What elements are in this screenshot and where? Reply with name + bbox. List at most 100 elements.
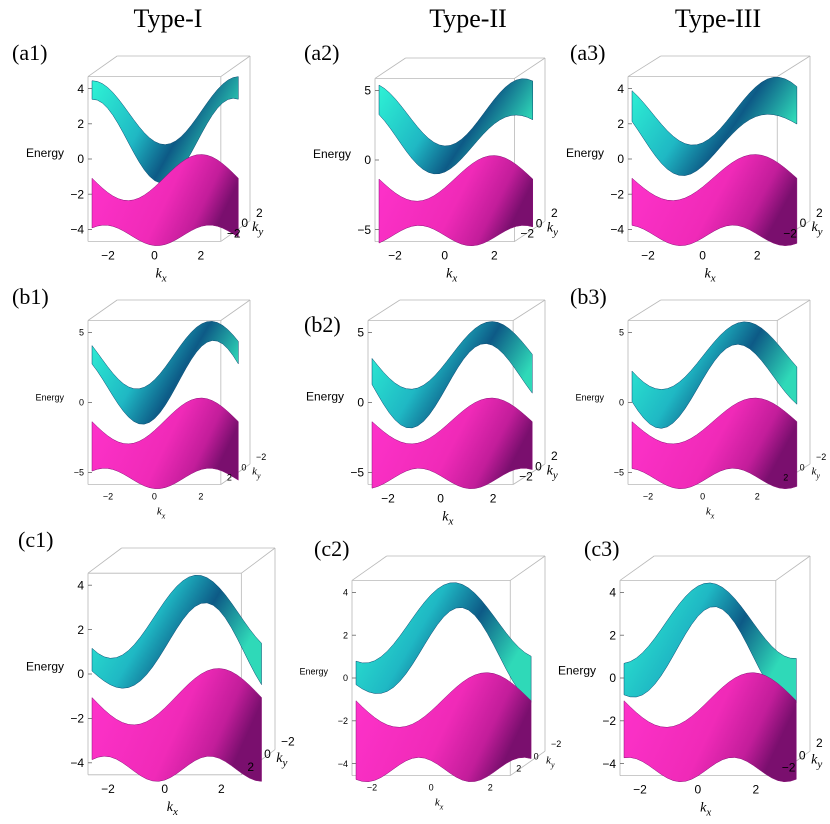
x-axis-label: kx: [446, 267, 457, 285]
x-axis-subscript: x: [161, 512, 166, 521]
y-tick-label: 2: [816, 736, 823, 750]
y-axis-subscript: y: [281, 757, 287, 769]
lower-band-surface: [378, 155, 534, 247]
y-axis-label: ky: [547, 463, 558, 481]
y-axis-subscript: y: [816, 758, 822, 770]
upper-band-surface: [378, 78, 534, 175]
z-tick-label: 4: [343, 588, 348, 598]
z-tick-label: −5: [357, 223, 371, 237]
box-edge: [777, 55, 811, 77]
x-tick-label: 0: [429, 783, 434, 793]
z-tick-label: −5: [74, 468, 84, 478]
column-title-type-ii: Type-II: [429, 4, 507, 33]
z-tick-label: −2: [602, 714, 616, 728]
z-tick-label: −2: [70, 187, 84, 201]
x-tick-label: 2: [197, 248, 204, 262]
z-axis-label: Energy: [575, 392, 604, 402]
x-axis-subscript: x: [710, 272, 716, 284]
z-tick-label: 5: [364, 84, 371, 98]
x-axis-subscript: x: [710, 512, 715, 521]
box-edge: [220, 299, 251, 321]
y-axis-label: ky: [276, 751, 287, 769]
z-tick-label: −5: [350, 466, 364, 480]
x-axis-label: kx: [157, 506, 166, 521]
box-edge: [777, 299, 811, 321]
y-axis-label: ky: [811, 220, 822, 238]
x-tick-label: 2: [218, 782, 225, 796]
z-tick-label: 5: [619, 328, 624, 338]
y-axis-subscript: y: [815, 471, 820, 480]
y-axis-label: ky: [811, 752, 822, 770]
panel-label: (a2): [304, 40, 339, 65]
y-tick-label: −2: [519, 470, 533, 484]
y-axis-subscript: y: [817, 226, 823, 238]
z-tick-label: −2: [338, 716, 348, 726]
x-tick-label: −2: [367, 783, 377, 793]
z-tick-label: 0: [364, 153, 371, 167]
y-axis-subscript: y: [552, 469, 558, 481]
x-tick-label: 0: [152, 492, 157, 502]
y-tick-label: 0: [800, 216, 807, 230]
y-axis-label: ky: [811, 465, 820, 480]
panel-label: (b1): [12, 284, 49, 309]
box-edge: [241, 547, 276, 574]
z-tick-label: 0: [343, 673, 348, 683]
z-tick-label: 0: [609, 671, 616, 685]
z-tick-label: −4: [70, 756, 84, 770]
z-tick-label: 4: [77, 578, 84, 592]
lower-band-surface: [371, 397, 533, 489]
panel-label: (c2): [314, 536, 349, 561]
x-axis-subscript: x: [172, 806, 178, 818]
x-axis-subscript: x: [451, 273, 457, 285]
box-edge: [619, 555, 655, 581]
z-tick-label: 2: [77, 117, 84, 131]
box-edge: [514, 57, 546, 79]
x-axis-subscript: x: [447, 516, 453, 528]
z-tick-label: 0: [617, 152, 624, 166]
z-tick-label: −4: [338, 759, 348, 769]
x-axis-label: kx: [705, 266, 716, 284]
z-tick-label: −5: [614, 468, 624, 478]
panel-label: (a1): [12, 40, 47, 65]
y-tick-label: −2: [256, 452, 266, 462]
z-tick-label: 0: [357, 396, 364, 410]
x-tick-label: 0: [437, 492, 444, 506]
y-tick-label: 0: [241, 216, 248, 230]
box-edge: [374, 57, 406, 79]
z-axis-label: Energy: [299, 667, 328, 677]
x-tick-label: 2: [488, 783, 493, 793]
x-tick-label: 0: [695, 783, 702, 797]
x-tick-label: 2: [490, 492, 497, 506]
x-axis-subscript: x: [439, 803, 444, 812]
y-tick-label: 2: [227, 473, 232, 483]
box-edge: [510, 750, 546, 776]
x-tick-label: −2: [103, 492, 113, 502]
y-tick-label: 0: [241, 462, 246, 472]
box-edge: [627, 55, 661, 77]
box-edge: [220, 55, 251, 77]
box-edge: [775, 555, 811, 581]
y-axis-subscript: y: [550, 760, 555, 769]
panel-label: (c3): [584, 536, 619, 561]
box-edge: [87, 55, 118, 77]
column-title-type-i: Type-I: [134, 4, 203, 33]
x-axis-subscript: x: [161, 272, 167, 284]
upper-band-surface: [91, 575, 262, 689]
y-tick-label: 0: [536, 216, 543, 230]
x-tick-label: 2: [198, 492, 203, 502]
y-tick-label: −2: [816, 452, 826, 462]
z-axis-label: Energy: [306, 389, 344, 403]
y-tick-label: 0: [264, 747, 271, 761]
panel-label: (b2): [304, 312, 341, 337]
z-tick-label: 5: [357, 326, 364, 340]
lower-band-surface: [91, 668, 262, 782]
box-edge: [367, 299, 401, 321]
z-axis-label: Energy: [558, 664, 596, 678]
y-tick-label: 2: [816, 206, 823, 220]
x-axis-label: kx: [167, 800, 178, 818]
z-tick-label: −2: [70, 712, 84, 726]
z-tick-label: −2: [610, 187, 624, 201]
